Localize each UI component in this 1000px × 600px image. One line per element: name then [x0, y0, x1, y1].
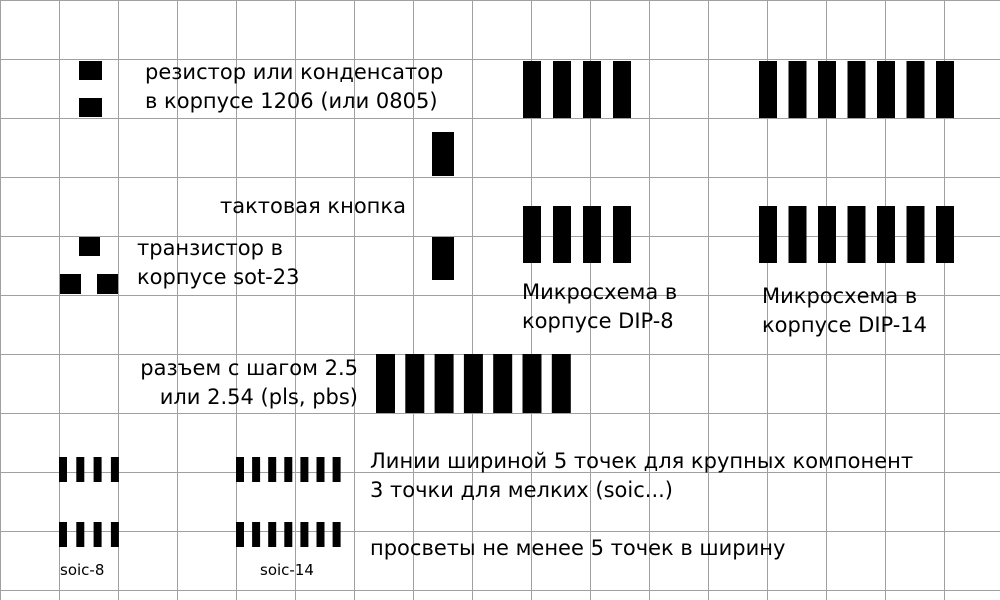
- connector-label: разъем с шагом 2.5 или 2.54 (pls, pbs): [80, 354, 358, 412]
- dip8-label-line-2: корпусе DIP-8: [522, 309, 674, 333]
- resistor-label: резистор или конденсатор в корпусе 1206 …: [145, 58, 443, 116]
- connector-pin: [434, 354, 454, 413]
- connector-pin: [463, 354, 483, 413]
- transistor-label-line-2: корпусе sot-23: [137, 265, 300, 289]
- soic8-label-line-1: soic-8: [60, 561, 105, 579]
- dip14-pin: [847, 61, 866, 118]
- soic14-pin: [316, 457, 325, 482]
- soic8-pin: [110, 522, 119, 547]
- dip14-pin: [936, 61, 954, 118]
- dip14-pin: [759, 206, 777, 263]
- soic14-pin: [284, 522, 293, 547]
- connector-pin: [493, 354, 513, 413]
- connector-pin: [551, 354, 571, 413]
- dip14-pin: [818, 61, 836, 118]
- soic8-pin: [110, 457, 119, 482]
- resistor-label-line-1: резистор или конденсатор: [145, 60, 444, 84]
- resistor-pad: [79, 98, 102, 117]
- soic14-label-line-1: soic-14: [260, 561, 314, 579]
- dip14-pin: [818, 206, 836, 263]
- dip14-pin: [936, 206, 954, 263]
- dip8-label: Микросхема в корпусе DIP-8: [522, 278, 677, 336]
- clearance-rule-line-1: просветы не менее 5 точек в ширину: [370, 536, 786, 560]
- soic14-pin: [284, 457, 293, 482]
- dip14-label-line-1: Микросхема в: [762, 284, 918, 308]
- soic14-pin: [300, 457, 309, 482]
- soic14-pin: [332, 522, 341, 547]
- dip8-pin: [523, 206, 541, 263]
- transistor-label: транзистор в корпусе sot-23: [137, 234, 299, 292]
- dip8-pin: [583, 206, 601, 263]
- dip14-pin: [788, 206, 807, 263]
- connector-pin: [522, 354, 542, 413]
- dip8-pin: [553, 61, 571, 118]
- dip14-pin: [906, 206, 925, 263]
- button-label: тактовая кнопка: [220, 192, 406, 221]
- trace-width-rules-line-1: Линии шириной 5 точек для крупных компон…: [370, 449, 914, 473]
- button-pad: [432, 132, 454, 176]
- soic14-pin: [252, 457, 261, 482]
- connector-label-line-1: разъем с шагом 2.5: [140, 356, 358, 380]
- dip14-pin: [847, 206, 866, 263]
- connector-pin: [376, 354, 395, 413]
- dip14-pin: [788, 61, 807, 118]
- connector-label-line-2: или 2.54 (pls, pbs): [159, 385, 358, 409]
- trace-width-rules: Линии шириной 5 точек для крупных компон…: [370, 447, 913, 505]
- soic14-pin: [300, 522, 309, 547]
- soic14-pin: [252, 522, 261, 547]
- dip8-pin: [583, 61, 601, 118]
- dip14-label: Микросхема в корпусе DIP-14: [762, 282, 927, 340]
- resistor-pad: [79, 61, 102, 80]
- dip8-pin: [613, 61, 631, 118]
- soic14-pin: [236, 457, 244, 482]
- soic14-pin: [332, 457, 341, 482]
- soic8-pin: [76, 522, 85, 547]
- soic8-label: soic-8: [60, 561, 104, 579]
- dip14-pin: [877, 61, 895, 118]
- button-pad: [432, 237, 454, 280]
- dip8-pin: [523, 61, 541, 118]
- clearance-rule: просветы не менее 5 точек в ширину: [370, 534, 785, 563]
- dip14-label-line-2: корпусе DIP-14: [762, 313, 928, 337]
- resistor-label-line-2: в корпусе 1206 (или 0805): [145, 89, 438, 113]
- soic8-pin: [76, 457, 85, 482]
- trace-width-rules-line-2: 3 точки для мелких (soic...): [370, 478, 673, 502]
- soic8-pin: [93, 457, 102, 482]
- dip14-pin: [906, 61, 925, 118]
- dip8-pin: [553, 206, 571, 263]
- soic14-pin: [268, 457, 277, 482]
- dip8-pin: [613, 206, 631, 263]
- dip8-label-line-1: Микросхема в: [522, 280, 678, 304]
- soic8-pin: [93, 522, 102, 547]
- soic8-pin: [59, 457, 67, 482]
- transistor-pad: [79, 237, 100, 256]
- transistor-pad: [60, 274, 81, 294]
- button-label-line-1: тактовая кнопка: [220, 194, 406, 218]
- soic8-pin: [59, 522, 67, 547]
- connector-pin: [405, 354, 425, 413]
- soic14-label: soic-14: [260, 561, 314, 579]
- dip14-pin: [877, 206, 895, 263]
- transistor-label-line-1: транзистор в: [137, 236, 283, 260]
- soic14-pin: [268, 522, 277, 547]
- transistor-pad: [97, 274, 118, 294]
- dip14-pin: [759, 61, 777, 118]
- soic14-pin: [316, 522, 325, 547]
- soic14-pin: [236, 522, 244, 547]
